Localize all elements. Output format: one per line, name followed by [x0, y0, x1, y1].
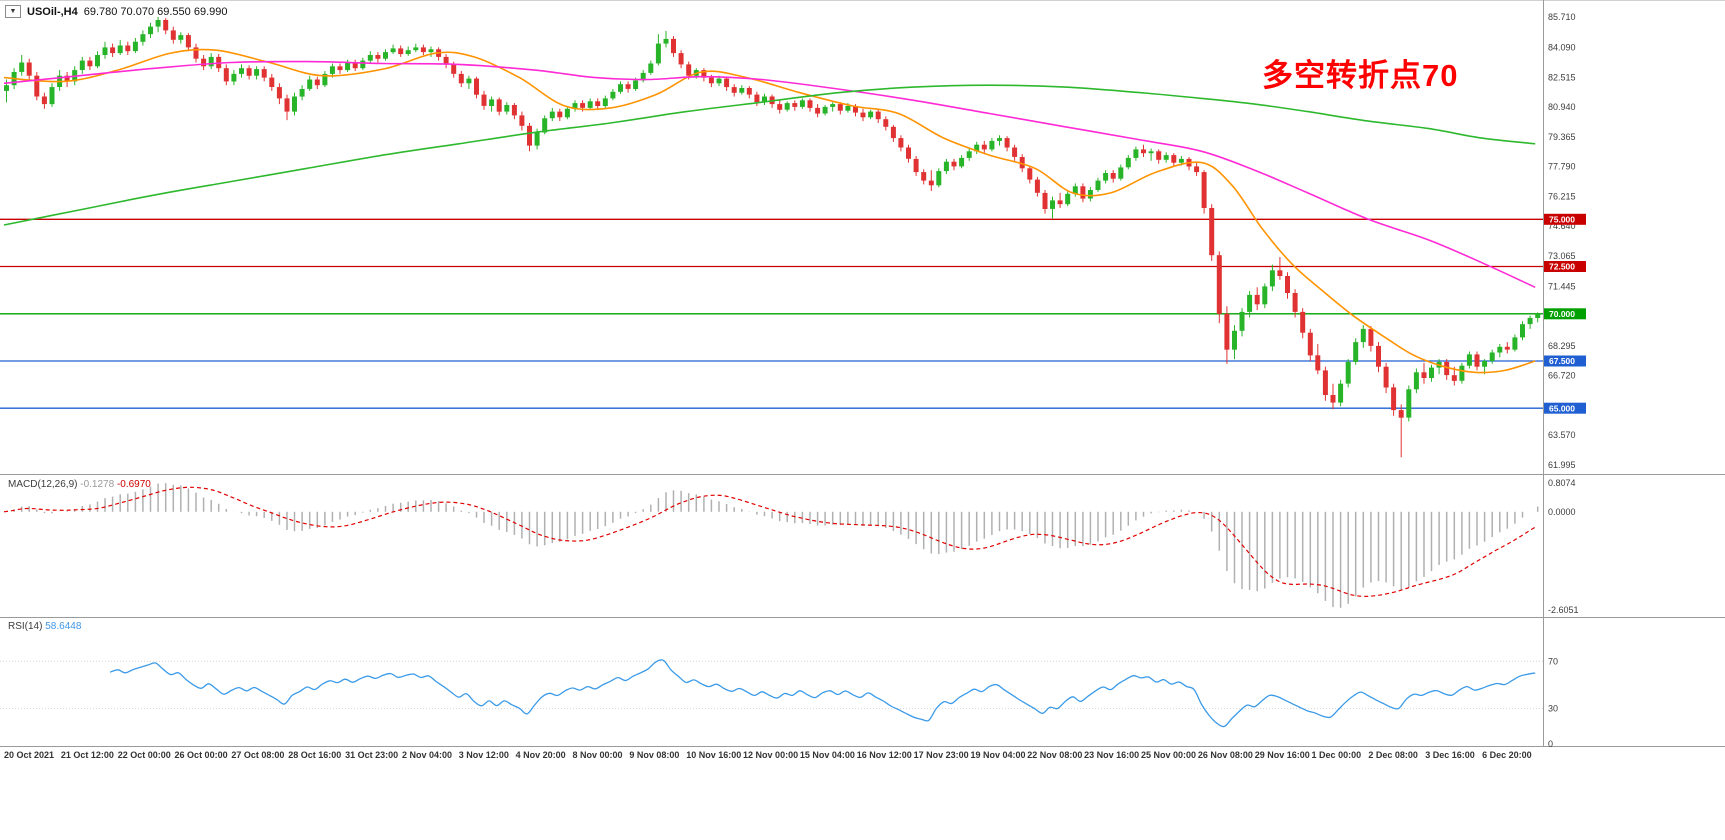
- time-label: 2 Dec 08:00: [1368, 750, 1418, 760]
- time-label: 17 Nov 23:00: [913, 750, 969, 760]
- svg-text:82.515: 82.515: [1548, 72, 1576, 82]
- macd-histogram: [13, 483, 1539, 608]
- time-label: 27 Oct 08:00: [231, 750, 285, 760]
- macd-signal-value: -0.6970: [116, 479, 151, 490]
- ohlc-values: 69.780 70.070 69.550 69.990: [83, 5, 228, 18]
- svg-text:67.500: 67.500: [1549, 356, 1575, 366]
- svg-text:76.215: 76.215: [1548, 191, 1576, 201]
- time-label: 6 Dec 20:00: [1482, 750, 1532, 760]
- svg-text:70: 70: [1548, 656, 1558, 666]
- svg-text:0.8074: 0.8074: [1548, 478, 1576, 488]
- symbol-dropdown-button[interactable]: ▼: [5, 5, 21, 18]
- ma-slow-line: [3, 84, 1536, 226]
- svg-text:80.940: 80.940: [1548, 102, 1576, 112]
- svg-text:65.000: 65.000: [1549, 403, 1575, 413]
- time-label: 20 Oct 2021: [4, 750, 55, 760]
- time-label: 22 Nov 08:00: [1027, 750, 1083, 760]
- macd-signal-line: [3, 486, 1536, 597]
- time-label: 12 Nov 00:00: [743, 750, 799, 760]
- time-label: 29 Nov 16:00: [1254, 750, 1310, 760]
- rsi-indicator-label: RSI(14) 58.6448: [8, 621, 81, 632]
- time-label: 22 Oct 00:00: [117, 750, 171, 760]
- svg-text:74.640: 74.640: [1548, 221, 1576, 231]
- price-tag-72.500[interactable]: [1544, 261, 1586, 272]
- svg-text:70.000: 70.000: [1549, 309, 1575, 319]
- svg-text:0.0000: 0.0000: [1548, 507, 1576, 517]
- rsi-value: 58.6448: [45, 621, 82, 632]
- svg-text:66.720: 66.720: [1548, 371, 1576, 381]
- time-label: 26 Nov 08:00: [1197, 750, 1253, 760]
- svg-text:77.790: 77.790: [1548, 162, 1576, 172]
- time-label: 1 Dec 00:00: [1311, 750, 1362, 760]
- macd-name: MACD(12,26,9): [8, 479, 78, 490]
- svg-text:73.065: 73.065: [1548, 251, 1576, 261]
- price-tag-75.000[interactable]: [1544, 213, 1586, 225]
- price-axis: 85.710 84.090 82.515 80.940 79.365 77.790 76.2…: [1544, 12, 1586, 470]
- time-label: 26 Oct 00:00: [174, 750, 228, 760]
- price-tag-70.000[interactable]: [1544, 308, 1586, 320]
- svg-text:72.500: 72.500: [1549, 262, 1575, 272]
- macd-indicator-label: MACD(12,26,9) -0.1278 -0.6970: [8, 479, 151, 490]
- price-tag-67.500[interactable]: [1544, 355, 1586, 367]
- svg-text:63.570: 63.570: [1548, 430, 1576, 440]
- ma-mid-line: [3, 60, 1536, 289]
- svg-text:84.090: 84.090: [1548, 43, 1576, 53]
- time-label: 25 Nov 00:00: [1141, 750, 1197, 760]
- svg-text:75.000: 75.000: [1549, 215, 1575, 225]
- dropdown-triangle-icon: ▼: [9, 8, 17, 15]
- time-label: 3 Dec 16:00: [1425, 750, 1475, 760]
- price-tag-65.000[interactable]: [1544, 402, 1586, 414]
- svg-text:68.295: 68.295: [1548, 341, 1576, 351]
- rsi-name: RSI(14): [8, 621, 43, 632]
- rsi-line: [109, 659, 1536, 728]
- time-label: 23 Nov 16:00: [1084, 750, 1140, 760]
- macd-value: -0.1278: [80, 479, 115, 490]
- symbol-period-label: USOil-,H4: [27, 5, 78, 18]
- svg-text:-2.6051: -2.6051: [1548, 605, 1579, 615]
- svg-text:79.365: 79.365: [1548, 132, 1576, 142]
- time-label: 2 Nov 04:00: [401, 750, 452, 760]
- price-levels[interactable]: [0, 218, 1543, 409]
- time-label: 16 Nov 12:00: [856, 750, 912, 760]
- svg-text:30: 30: [1548, 704, 1558, 714]
- svg-text:71.445: 71.445: [1548, 282, 1576, 292]
- time-label: 8 Nov 00:00: [572, 750, 623, 760]
- time-label: 19 Nov 04:00: [970, 750, 1026, 760]
- svg-text:0: 0: [1548, 739, 1553, 749]
- svg-text:61.995: 61.995: [1548, 460, 1576, 470]
- time-label: 3 Nov 12:00: [458, 750, 509, 760]
- chart-header: ▼ USOil-,H4 69.780 70.070 69.550 69.990: [5, 5, 227, 18]
- time-label: 9 Nov 08:00: [629, 750, 680, 760]
- annotation-text: 多空转折点70: [1262, 58, 1459, 93]
- svg-text:85.710: 85.710: [1548, 12, 1576, 22]
- time-label: 4 Nov 20:00: [515, 750, 566, 760]
- ma-fast-line: [3, 48, 1536, 374]
- time-label: 15 Nov 04:00: [799, 750, 855, 760]
- time-label: 28 Oct 16:00: [288, 750, 342, 760]
- time-label: 21 Oct 12:00: [60, 750, 114, 760]
- time-label: 31 Oct 23:00: [345, 750, 399, 760]
- time-label: 10 Nov 16:00: [686, 750, 742, 760]
